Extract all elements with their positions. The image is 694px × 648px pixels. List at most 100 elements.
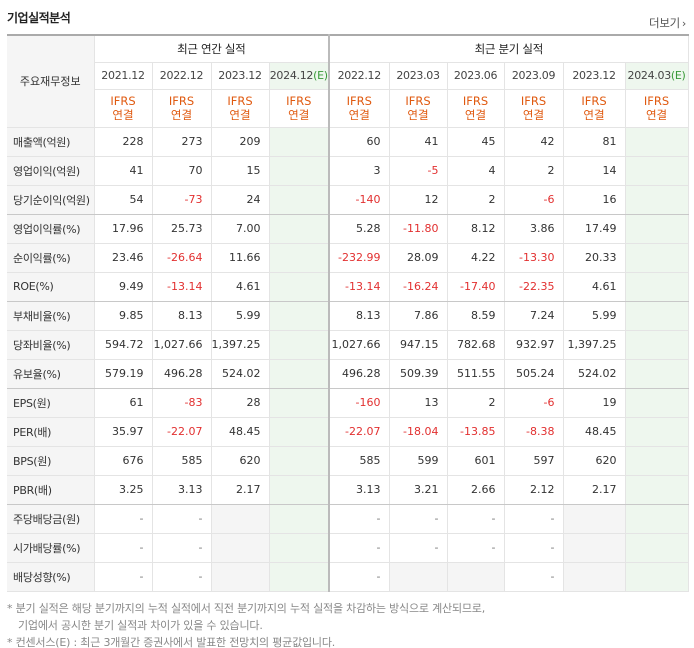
- table-cell: 585: [152, 446, 212, 476]
- table-cell: -13.85: [447, 417, 505, 447]
- table-cell: [269, 359, 331, 389]
- table-row: 순이익률(%) 23.46 -26.64 11.66 -232.99 28.09 4.22-…: [7, 243, 689, 273]
- table-cell: 8.12: [447, 214, 505, 244]
- consolidated-label: 연결: [112, 108, 134, 122]
- ifrs-basis-header: IFRS 연결: [152, 89, 212, 128]
- table-cell: [625, 359, 689, 389]
- table-row: 시가배당률(%) - - - - - -: [7, 533, 689, 563]
- table-cell: [269, 243, 331, 273]
- table-cell: 3.13: [329, 475, 390, 505]
- table-cell: 28.09: [389, 243, 448, 273]
- table-row: 유보율(%) 579.19 496.28 524.02 496.28 509.39 511.…: [7, 359, 689, 389]
- table-row: 당기순이익(억원) 54 -73 24 -140 12 2 -6 16: [7, 185, 689, 215]
- period-label: 2023.06: [453, 69, 498, 82]
- consolidated-label: 연결: [288, 108, 310, 122]
- table-cell: 3.13: [152, 475, 212, 505]
- estimate-mark: (E): [670, 69, 686, 82]
- period-header: 2022.12: [152, 62, 212, 90]
- table-cell: 7.24: [504, 301, 564, 331]
- table-cell: -22.07: [329, 417, 390, 447]
- ifrs-basis-header: IFRS 연결: [504, 89, 564, 128]
- ifrs-basis-header: IFRS 연결: [94, 89, 153, 128]
- table-cell: [563, 533, 626, 563]
- table-cell: 4.61: [563, 272, 626, 302]
- table-cell: [269, 533, 331, 563]
- table-cell: 496.28: [329, 359, 390, 389]
- table-cell: -: [389, 533, 448, 563]
- table-cell: -11.80: [389, 214, 448, 244]
- table-cell: 5.28: [329, 214, 390, 244]
- table-cell: [625, 475, 689, 505]
- table-cell: 20.33: [563, 243, 626, 273]
- consolidated-label: 연결: [583, 108, 605, 122]
- table-cell: -140: [329, 185, 390, 215]
- table-cell: 2.17: [563, 475, 626, 505]
- table-row: ROE(%) 9.49 -13.14 4.61 -13.14 -16.24 -17.40 -2…: [7, 272, 689, 302]
- table-cell: [625, 446, 689, 476]
- table-cell: 3.86: [504, 214, 564, 244]
- table-row: 영업이익률(%) 17.96 25.73 7.00 5.28 -11.80 8.12 3.86…: [7, 214, 689, 244]
- table-cell: 48.45: [563, 417, 626, 447]
- footnote-1-cont: 기업에서 공시한 분기 실적과 차이가 있을 수 있습니다.: [18, 619, 263, 632]
- table-cell: -: [447, 533, 505, 563]
- table-cell: 3: [329, 156, 390, 186]
- more-link[interactable]: 더보기 ›: [649, 15, 686, 31]
- table-cell: 4.22: [447, 243, 505, 273]
- row-label: 영업이익(억원): [7, 156, 95, 186]
- table-cell: 19: [563, 388, 626, 418]
- table-cell: [269, 272, 331, 302]
- estimate-mark: (E): [313, 69, 328, 82]
- row-label: PBR(배): [7, 475, 95, 505]
- ifrs-basis-header: IFRS 연결: [269, 89, 331, 128]
- table-cell: -: [329, 533, 390, 563]
- table-cell: -83: [152, 388, 212, 418]
- period-label: 2022.12: [159, 69, 204, 82]
- table-row: PBR(배) 3.25 3.13 2.17 3.13 3.21 2.66 2.12 2.17: [7, 475, 689, 505]
- row-label: 부채비율(%): [7, 301, 95, 331]
- table-cell: [269, 127, 331, 157]
- table-cell: 2: [447, 185, 505, 215]
- table-cell: [269, 475, 331, 505]
- table-cell: [269, 388, 331, 418]
- table-cell: -: [329, 504, 390, 534]
- table-cell: 3.21: [389, 475, 448, 505]
- table-cell: [625, 330, 689, 360]
- table-cell: [625, 533, 689, 563]
- table-cell: 24: [211, 185, 270, 215]
- table-cell: 81: [563, 127, 626, 157]
- table-cell: 5.99: [563, 301, 626, 331]
- table-cell: [447, 562, 505, 592]
- quarter-group-header: 최근 분기 실적: [329, 34, 689, 63]
- table-cell: 676: [94, 446, 153, 476]
- table-cell: 509.39: [389, 359, 448, 389]
- table-row: 주당배당금(원) - - - - - -: [7, 504, 689, 534]
- period-header: 2024.03(E): [625, 62, 689, 90]
- table-cell: 782.68: [447, 330, 505, 360]
- chevron-right-icon: ›: [681, 17, 686, 30]
- table-cell: 2: [504, 156, 564, 186]
- table-cell: 524.02: [211, 359, 270, 389]
- table-cell: [389, 562, 448, 592]
- consolidated-label: 연결: [522, 108, 545, 122]
- table-cell: 14: [563, 156, 626, 186]
- table-cell: [269, 417, 331, 447]
- ifrs-basis-header: IFRS 연결: [329, 89, 390, 128]
- table-cell: -: [504, 533, 564, 563]
- ifrs-label: IFRS: [462, 94, 489, 108]
- table-cell: -22.35: [504, 272, 564, 302]
- table-cell: 61: [94, 388, 153, 418]
- table-cell: 70: [152, 156, 212, 186]
- table-cell: -5: [389, 156, 448, 186]
- table-cell: 932.97: [504, 330, 564, 360]
- table-cell: 1,397.25: [211, 330, 270, 360]
- table-cell: -: [152, 533, 212, 563]
- table-cell: [625, 301, 689, 331]
- table-cell: [269, 214, 331, 244]
- period-header: 2021.12: [94, 62, 153, 90]
- table-cell: 28: [211, 388, 270, 418]
- table-cell: 13: [389, 388, 448, 418]
- consolidated-label: 연결: [464, 108, 487, 122]
- table-cell: -: [94, 504, 153, 534]
- table-cell: -: [504, 504, 564, 534]
- ifrs-label: IFRS: [227, 94, 253, 108]
